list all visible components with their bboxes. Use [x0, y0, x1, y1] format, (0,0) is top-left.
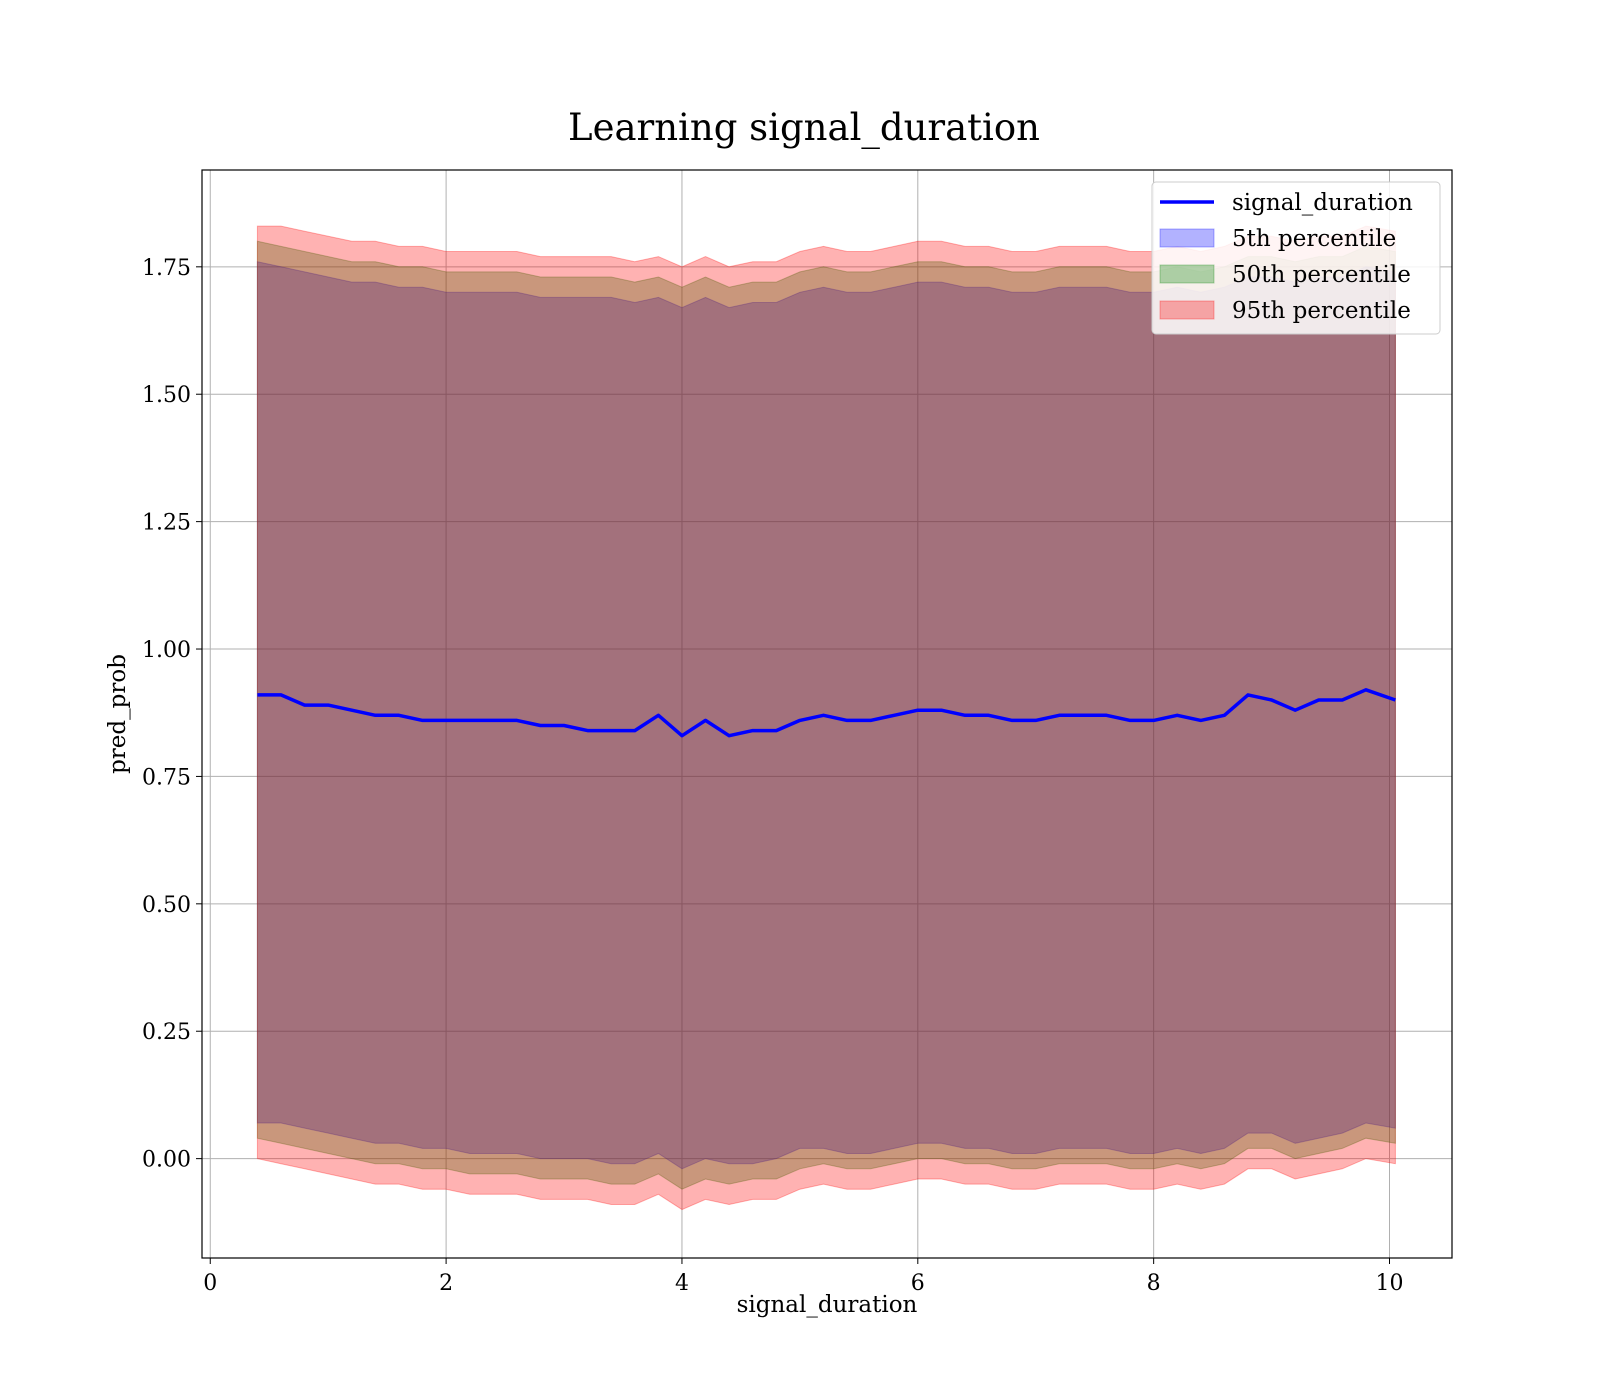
legend-swatch: [1159, 228, 1215, 248]
legend-swatch: [1159, 264, 1215, 284]
y-tick-label: 0.75: [142, 765, 191, 790]
y-tick-label: 0.50: [142, 893, 191, 918]
x-axis: 0 2 4 6 8 10: [203, 1258, 1404, 1296]
y-axis: 0.00 0.25 0.50 0.75 1.00 1.25 1.50 1.75: [142, 256, 202, 1173]
legend-label: 5th percentile: [1232, 226, 1396, 252]
legend-box: [1151, 181, 1441, 335]
legend-label: 50th percentile: [1232, 262, 1411, 288]
legend-label: signal_duration: [1232, 190, 1413, 216]
x-tick-label: 6: [911, 1271, 925, 1296]
plot-area: [256, 225, 1396, 1211]
y-tick-label: 0.25: [142, 1020, 191, 1045]
x-tick-label: 10: [1376, 1271, 1404, 1296]
y-tick-label: 0.00: [142, 1148, 191, 1173]
y-tick-label: 1.25: [142, 511, 191, 536]
series-line-signal_duration: [257, 688, 1396, 738]
band-95th-percentile: [256, 225, 1396, 1211]
legend: signal_duration 5th percentile 50th percen…: [1151, 181, 1441, 335]
y-tick-label: 1.00: [142, 638, 191, 663]
x-tick-label: 8: [1147, 1271, 1161, 1296]
y-tick-label: 1.75: [142, 256, 191, 281]
y-tick-label: 1.50: [142, 383, 191, 408]
legend-swatch: [1159, 300, 1215, 320]
y-axis-label: pred_prob: [105, 654, 131, 774]
chart-title: Learning signal_duration: [568, 106, 1040, 150]
x-tick-label: 4: [675, 1271, 689, 1296]
x-tick-label: 2: [439, 1271, 453, 1296]
legend-label: 95th percentile: [1232, 298, 1411, 324]
plot-frame: [201, 169, 1453, 1259]
x-tick-label: 0: [203, 1271, 217, 1296]
x-axis-label: signal_duration: [737, 1292, 918, 1318]
